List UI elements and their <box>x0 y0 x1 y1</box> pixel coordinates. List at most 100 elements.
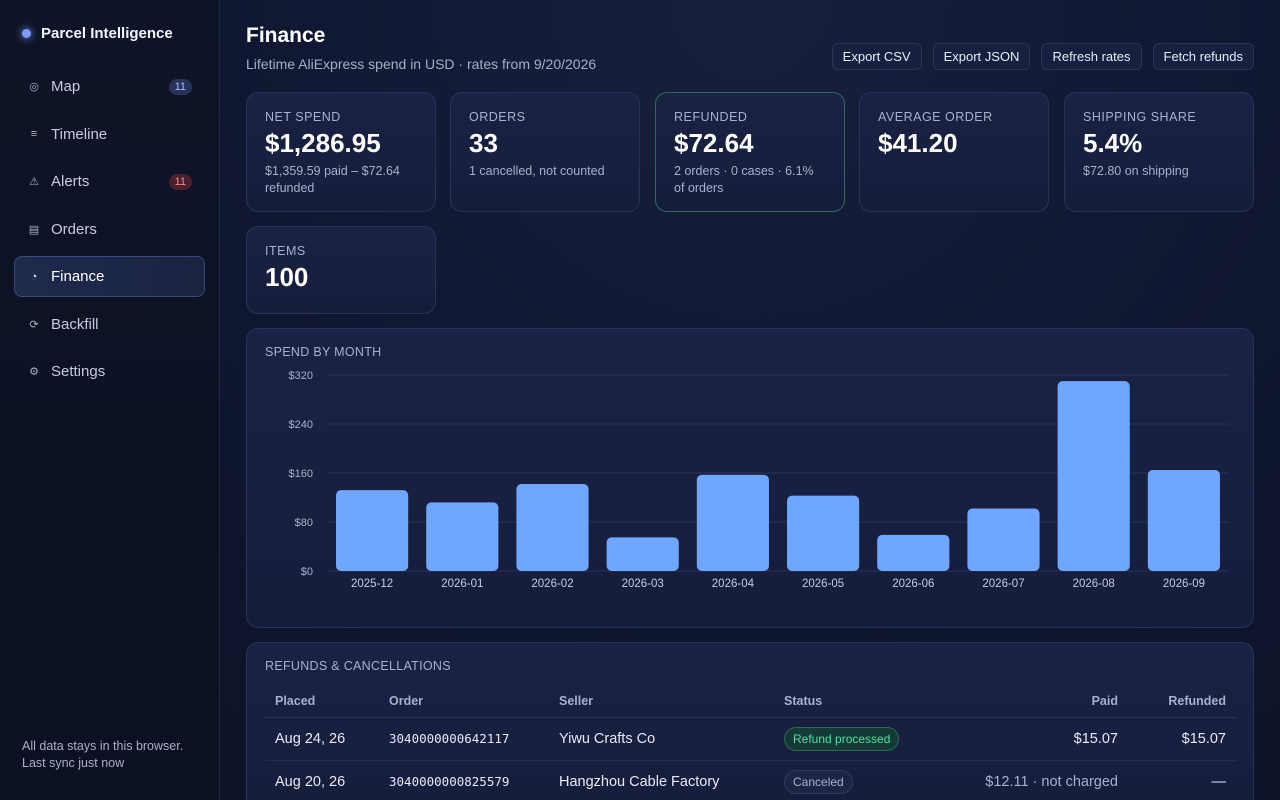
card-subtext: 1 cancelled, not counted <box>469 164 605 178</box>
placed-cell: Aug 24, 26 <box>265 717 379 761</box>
seller-cell: Hangzhou Cable Factory <box>549 760 774 800</box>
spend-by-month-panel: SPEND BY MONTH $0 $80 $160 $240 $320 2025-12 2… <box>246 328 1254 628</box>
refunded-card: REFUNDED $72.64 2 orders · 0 cases · 6.1… <box>655 92 845 212</box>
card-value: 33 <box>469 128 498 158</box>
export-csv-button[interactable]: Export CSV <box>831 43 922 70</box>
count-badge: 11 <box>168 79 192 95</box>
bar-2026-04[interactable] <box>696 474 769 571</box>
placed-cell: Aug 20, 26 <box>265 760 379 800</box>
sidebar-item-label: Timeline <box>51 125 108 143</box>
header-actions: Export CSV Export JSON Refresh rates Fet… <box>831 43 1254 70</box>
order-id-cell: 3040000000642117 <box>379 717 549 761</box>
col-order[interactable]: Order <box>379 685 549 718</box>
sidebar-nav: ◎ Map 11 ≡ Timeline ⚠ Alerts 11 ▤ Orders ◔ Finance ⟳… <box>14 66 205 399</box>
chart-title: SPEND BY MONTH <box>265 345 382 359</box>
export-json-button[interactable]: Export JSON <box>932 43 1031 70</box>
card-subtext: $1,359.59 paid – $72.64 refunded <box>265 164 400 195</box>
sidebar-item-alerts[interactable]: ⚠ Alerts 11 <box>14 161 205 202</box>
status-cell: Refund processed <box>774 717 934 761</box>
card-value: $72.64 <box>674 128 754 158</box>
card-label: ORDERS <box>469 110 526 124</box>
bar-2026-06[interactable] <box>877 534 950 571</box>
card-value: 100 <box>265 262 309 292</box>
refunded-cell: $15.07 <box>1128 717 1236 761</box>
sidebar-item-label: Settings <box>51 363 106 380</box>
card-label: REFUNDED <box>674 110 748 124</box>
seller-cell: Yiwu Crafts Co <box>549 717 774 761</box>
x-tick-label: 2026-01 <box>441 578 483 590</box>
bar-2026-07[interactable] <box>967 508 1040 571</box>
y-tick-label: $0 <box>301 566 313 578</box>
sidebar-item-label: Alerts <box>51 173 90 190</box>
status-cell: Canceled <box>774 760 934 800</box>
warning-icon: ⚠ <box>29 176 39 188</box>
sidebar-item-orders[interactable]: ▤ Orders <box>14 209 205 250</box>
target-icon: ◎ <box>29 81 39 93</box>
brand-name: Parcel Intelligence <box>41 25 173 42</box>
bar-2026-09[interactable] <box>1147 469 1220 571</box>
shipping-share-card: SHIPPING SHARE 5.4% $72.80 on shipping <box>1064 92 1254 212</box>
card-label: NET SPEND <box>265 110 341 124</box>
table-row[interactable]: Aug 24, 26 3040000000642117 Yiwu Crafts Co… <box>265 717 1236 761</box>
sidebar-item-timeline[interactable]: ≡ Timeline <box>14 114 205 155</box>
x-tick-label: 2026-03 <box>622 578 664 590</box>
card-label: ITEMS <box>265 244 306 258</box>
brand-dot-icon <box>22 29 31 38</box>
refresh-icon: ⟳ <box>29 318 39 331</box>
y-tick-label: $320 <box>289 370 313 382</box>
bar-2025-12[interactable] <box>336 490 409 571</box>
sidebar-footer: All data stays in this browser. Last syn… <box>22 738 183 772</box>
fetch-refunds-button[interactable]: Fetch refunds <box>1152 43 1254 70</box>
privacy-note: All data stays in this browser. <box>22 739 184 753</box>
order-id-cell: 3040000000825579 <box>379 760 549 800</box>
net-spend-card: NET SPEND $1,286.95 $1,359.59 paid – $72… <box>246 92 436 212</box>
y-tick-label: $80 <box>295 517 313 529</box>
sidebar-item-map[interactable]: ◎ Map 11 <box>14 66 205 107</box>
paid-cell: $12.11 · not charged <box>934 760 1128 800</box>
table-row[interactable]: Aug 20, 26 3040000000825579 Hangzhou Cable… <box>265 760 1236 800</box>
col-paid[interactable]: Paid <box>934 685 1128 718</box>
x-tick-label: 2026-09 <box>1163 578 1205 590</box>
sidebar-item-settings[interactable]: ⚙ Settings <box>14 351 205 392</box>
card-label: SHIPPING SHARE <box>1083 110 1197 124</box>
bar-2026-03[interactable] <box>606 537 679 571</box>
x-tick-label: 2026-05 <box>802 578 844 590</box>
list-icon: ≡ <box>30 128 38 140</box>
main-content: Finance Lifetime AliExpress spend in USD… <box>220 0 1280 800</box>
x-tick-label: 2025-12 <box>351 578 393 590</box>
count-badge: 11 <box>168 174 192 190</box>
paid-cell: $15.07 <box>934 717 1128 761</box>
bar-2026-05[interactable] <box>787 495 860 571</box>
y-tick-label: $160 <box>289 468 313 480</box>
sidebar-item-label: Map <box>51 78 81 95</box>
refresh-rates-button[interactable]: Refresh rates <box>1041 43 1142 70</box>
sidebar-item-finance[interactable]: ◔ Finance <box>14 256 205 297</box>
items-card: ITEMS 100 <box>246 226 436 314</box>
sidebar: Parcel Intelligence ◎ Map 11 ≡ Timeline ⚠ Aler… <box>0 0 220 800</box>
average-order-card: AVERAGE ORDER $41.20 <box>859 92 1049 212</box>
card-value: $41.20 <box>878 128 958 158</box>
card-label: AVERAGE ORDER <box>878 110 993 124</box>
orders-card: ORDERS 33 1 cancelled, not counted <box>450 92 640 212</box>
status-badge: Canceled <box>784 769 853 794</box>
col-placed[interactable]: Placed <box>265 685 379 718</box>
sidebar-item-backfill[interactable]: ⟳ Backfill <box>14 304 205 345</box>
y-tick-label: $240 <box>289 419 313 431</box>
table-header-row: Placed Order Seller Status Paid Refunded <box>265 685 1236 718</box>
sidebar-item-label: Finance <box>51 268 105 285</box>
spend-bar-chart: $0 $80 $160 $240 $320 2025-12 2026-01 2026-02 20… <box>289 370 1229 590</box>
bar-2026-02[interactable] <box>516 484 589 571</box>
col-refunded[interactable]: Refunded <box>1128 685 1236 718</box>
refunds-title: REFUNDS & CANCELLATIONS <box>265 659 451 673</box>
sync-status: Last sync just now <box>22 756 125 770</box>
col-status[interactable]: Status <box>774 685 934 718</box>
card-subtext: 2 orders · 0 cases · 6.1% of orders <box>674 164 814 195</box>
card-subtext: $72.80 on shipping <box>1083 164 1189 178</box>
col-seller[interactable]: Seller <box>549 685 774 718</box>
pie-chart-icon: ◔ <box>30 270 38 283</box>
page-title: Finance <box>246 24 326 47</box>
sidebar-item-label: Backfill <box>51 315 99 333</box>
bar-2026-01[interactable] <box>426 502 499 571</box>
bar-2026-08[interactable] <box>1057 381 1130 571</box>
brand: Parcel Intelligence <box>22 25 173 42</box>
